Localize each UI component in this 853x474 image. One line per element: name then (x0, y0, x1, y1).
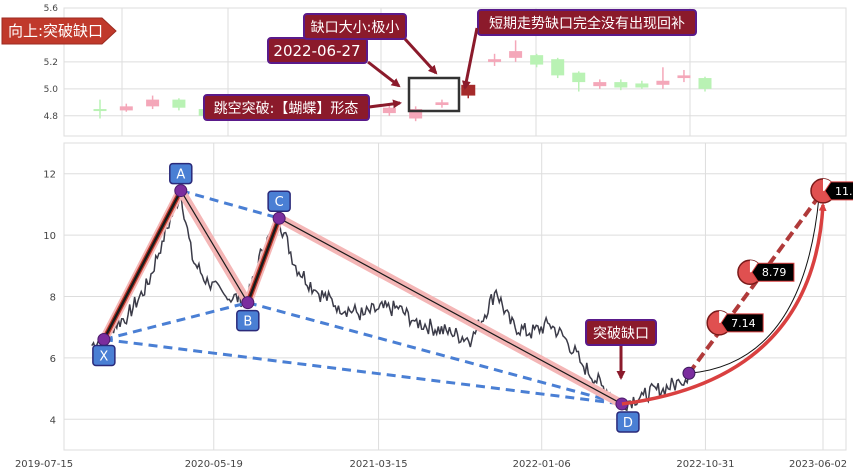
annotation-gap-size-text: 缺口大小:极小 (311, 20, 400, 36)
pattern-leg-core (278, 217, 623, 405)
pattern-dashed-line (103, 301, 249, 341)
price-x-tick-label: 2021-03-15 (350, 459, 408, 470)
candle-body (614, 82, 628, 88)
price-y-tick-label: 8 (50, 293, 56, 304)
pattern-point-marker (97, 332, 111, 346)
annotation-date: 2022-06-27 (267, 37, 368, 64)
candle-body (698, 78, 712, 89)
price-series-line (91, 191, 690, 412)
direction-badge: 向上:突破缺口 (1, 17, 117, 45)
candlestick-y-tick-label: 5.6 (44, 4, 59, 14)
butterfly-pattern: X A B C D (92, 162, 640, 433)
price-y-tick-label: 4 (50, 415, 56, 426)
candlestick-panel: 4.8 5.0 5.2 5.6 (44, 4, 847, 137)
candle-body (93, 109, 107, 112)
candle-body (677, 75, 691, 79)
price-x-tick-label: 2022-01-06 (513, 459, 571, 470)
annotation-no-fill: 短期走势缺口完全没有出现回补 (477, 9, 697, 36)
price-y-tick-label: 6 (50, 354, 56, 365)
price-x-tick-label: 2022-10-31 (676, 459, 734, 470)
candlestick-y-tick-label: 4.8 (44, 112, 59, 122)
pattern-point-label: A (176, 168, 185, 183)
pattern-point-label-box (169, 162, 193, 185)
price-x-tick-label: 2019-07-15 (15, 459, 73, 470)
annotation-breakout: 突破缺口 (585, 319, 657, 380)
pattern-point-label-box (92, 344, 116, 367)
gap-highlight-box (407, 76, 461, 113)
annotation-arrows (367, 27, 479, 109)
candle-body (409, 109, 423, 119)
annotation-breakout-text: 突破缺口 (593, 326, 649, 342)
pattern-dashed-line (103, 337, 623, 406)
price-y-tick-label: 10 (43, 231, 56, 242)
price-line (91, 191, 690, 412)
candlestick-grid (64, 7, 846, 136)
candle-body (593, 82, 607, 87)
price-x-ticks: 2019-07-15 2020-05-19 2021-03-15 2022-01-06… (15, 459, 847, 470)
pattern-point-label-box (236, 309, 260, 332)
price-y-tick-label: 12 (43, 170, 56, 181)
annotation-date-text: 2022-06-27 (273, 42, 360, 60)
pattern-dashed-line (180, 189, 280, 220)
candle-body (551, 59, 565, 76)
candle-body (488, 59, 502, 62)
target-label: 11.44 (835, 185, 853, 198)
price-x-tick-label: 2023-06-02 (789, 459, 847, 470)
pattern-leg-core (180, 190, 249, 303)
pattern-point-label: B (243, 315, 252, 330)
pattern-leg-core (246, 217, 281, 304)
target-label-box (824, 181, 853, 201)
pattern-point-label: D (623, 416, 633, 431)
candle-body (656, 80, 670, 85)
pattern-dashed-line (247, 301, 623, 406)
candle-body (530, 55, 544, 65)
pattern-point-marker (272, 211, 286, 225)
candle-body (461, 84, 476, 96)
pattern-point-label-box (616, 411, 640, 433)
candlestick-y-ticks: 4.8 5.0 5.2 5.6 (44, 4, 59, 122)
target-start-marker (682, 366, 696, 380)
candle-body (572, 72, 586, 83)
candle-body (509, 51, 523, 58)
target-thin-curve (688, 196, 820, 374)
pattern-leg-core (102, 190, 182, 341)
annotation-no-fill-text: 短期走势缺口完全没有出现回补 (489, 15, 685, 32)
direction-badge-text: 向上:突破缺口 (8, 22, 103, 40)
candlestick-y-tick-label: 5.2 (44, 58, 58, 68)
candle-body (172, 99, 186, 108)
pattern-point-marker (174, 184, 188, 198)
annotation-gap-size: 缺口大小:极小 (303, 13, 407, 40)
candle-body (146, 99, 160, 107)
candlestick-y-tick-label: 5.0 (44, 85, 59, 95)
price-y-ticks: 4 6 8 10 12 (43, 170, 56, 427)
pattern-point-marker (241, 296, 255, 310)
target-projection-curve (621, 202, 827, 406)
candle-body (382, 107, 396, 114)
candle-body (435, 102, 449, 106)
target-label-box (720, 313, 764, 333)
price-targets: 7.14 8.79 11.44 (621, 178, 853, 406)
target-label-box (751, 262, 795, 282)
annotation-jump: 跳空突破:【蝴蝶】形态 (203, 94, 370, 121)
annotation-jump-text: 跳空突破:【蝴蝶】形态 (214, 101, 359, 117)
price-x-tick-label: 2020-05-19 (185, 459, 243, 470)
target-label: 8.79 (762, 266, 787, 279)
candle-body (635, 83, 649, 88)
target-label: 7.14 (731, 317, 756, 330)
pattern-point-label: X (99, 349, 108, 364)
pattern-point-label-box (267, 190, 291, 212)
candle-body (119, 106, 133, 111)
pattern-point-label: C (275, 195, 284, 210)
